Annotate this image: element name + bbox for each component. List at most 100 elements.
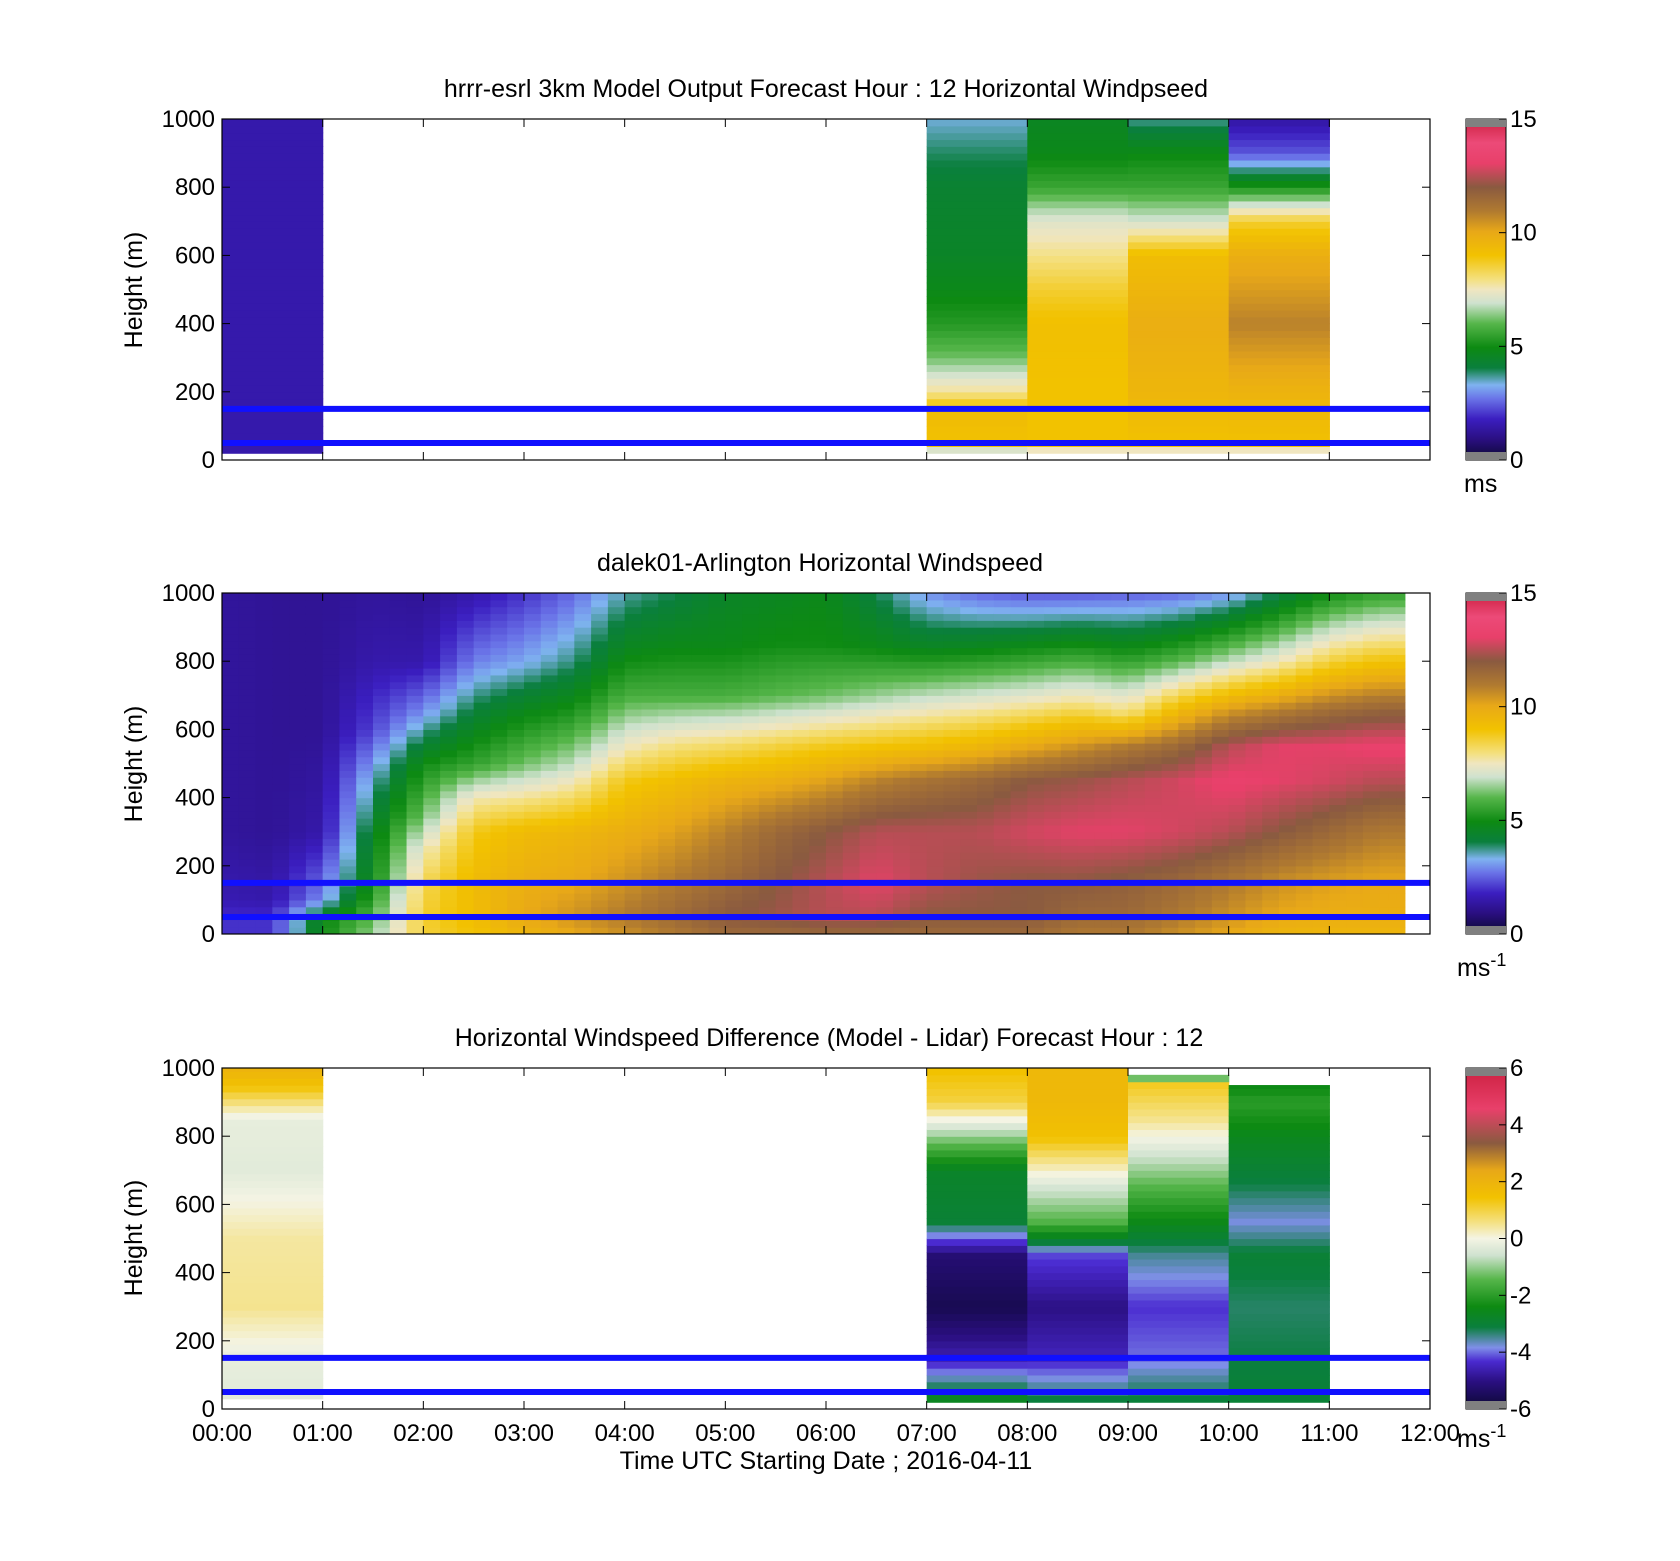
- heatmap-cell: [926, 845, 945, 853]
- heatmap-cell: [289, 681, 307, 690]
- heatmap-cell: [1329, 715, 1347, 724]
- x-tick-label: 02:00: [393, 1420, 453, 1447]
- heatmap-cell: [1128, 1238, 1230, 1246]
- heatmap-cell: [1262, 893, 1280, 901]
- heatmap-cell: [775, 633, 794, 642]
- heatmap-cell: [1027, 1395, 1129, 1403]
- heatmap-cell: [1228, 262, 1330, 270]
- heatmap-cell: [238, 613, 257, 621]
- heatmap-cell: [993, 722, 1012, 730]
- heatmap-cell: [373, 763, 391, 771]
- heatmap-cell: [356, 599, 374, 608]
- heatmap-cell: [1295, 702, 1314, 710]
- heatmap-cell: [1388, 783, 1398, 792]
- heatmap-cell: [691, 688, 710, 696]
- heatmap-cell: [1111, 729, 1129, 737]
- heatmap-cell: [524, 756, 542, 765]
- heatmap-cell: [1346, 756, 1364, 765]
- heatmap-cell: [356, 872, 374, 881]
- heatmap-cell: [658, 627, 676, 635]
- heatmap-cell: [826, 770, 844, 778]
- heatmap-cell: [1362, 715, 1381, 724]
- heatmap-cell: [842, 858, 861, 867]
- heatmap-cell: [641, 681, 659, 690]
- heatmap-cell: [1211, 743, 1230, 751]
- heatmap-cell: [943, 654, 961, 662]
- heatmap-cell: [1178, 824, 1196, 833]
- heatmap-cell: [1060, 708, 1079, 717]
- heatmap-cell: [859, 838, 877, 846]
- heatmap-cell: [658, 899, 676, 908]
- heatmap-cell: [507, 736, 525, 744]
- heatmap-cell: [406, 640, 424, 649]
- heatmap-cell: [1128, 858, 1146, 867]
- heatmap-cell: [725, 640, 743, 649]
- heatmap-cell: [1161, 695, 1179, 703]
- heatmap-cell: [792, 838, 810, 846]
- heatmap-cell: [1094, 824, 1112, 833]
- heatmap-cell: [272, 681, 290, 690]
- heatmap-cell: [691, 783, 710, 792]
- heatmap-cell: [406, 668, 424, 676]
- heatmap-cell: [1379, 763, 1389, 771]
- heatmap-cell: [1111, 845, 1129, 853]
- heatmap-cell: [289, 702, 307, 710]
- heatmap-cell: [1245, 729, 1263, 737]
- heatmap-cell: [926, 1272, 1028, 1281]
- heatmap-cell: [1388, 599, 1398, 608]
- heatmap-cell: [406, 749, 424, 758]
- heatmap-cell: [809, 893, 827, 901]
- heatmap-cell: [1262, 613, 1280, 621]
- heatmap-cell: [658, 620, 676, 628]
- heatmap-cell: [977, 613, 995, 621]
- heatmap-cell: [742, 906, 760, 915]
- heatmap-cell: [1279, 838, 1297, 846]
- heatmap-cell: [222, 200, 324, 209]
- heatmap-cell: [490, 702, 508, 710]
- heatmap-cell: [675, 613, 693, 621]
- heatmap-cell: [926, 804, 945, 812]
- y-tick-label: 1000: [162, 580, 215, 607]
- heatmap-cell: [1262, 927, 1280, 934]
- heatmap-cell: [1245, 770, 1263, 778]
- heatmap-cell: [322, 640, 341, 649]
- heatmap-cell: [305, 927, 324, 934]
- heatmap-cell: [272, 770, 290, 778]
- heatmap-cell: [1228, 344, 1330, 352]
- heatmap-cell: [1195, 756, 1213, 765]
- heatmap-cell: [775, 824, 794, 833]
- heatmap-cell: [1228, 1299, 1330, 1308]
- heatmap-cell: [758, 858, 777, 867]
- heatmap-cell: [909, 702, 928, 710]
- heatmap-cell: [1295, 797, 1314, 806]
- heatmap-cell: [1295, 593, 1314, 601]
- heatmap-cell: [574, 906, 592, 915]
- heatmap-cell: [322, 647, 341, 655]
- heatmap-cell: [1346, 633, 1364, 642]
- heatmap-cell: [725, 838, 743, 846]
- heatmap-cell: [1027, 674, 1045, 683]
- heatmap-cell: [775, 893, 794, 901]
- heatmap-cell: [305, 661, 324, 669]
- heatmap-cell: [658, 613, 676, 621]
- heatmap-cell: [389, 770, 408, 778]
- heatmap-cell: [926, 1115, 1028, 1124]
- heatmap-cell: [1295, 763, 1314, 771]
- heatmap-cell: [339, 736, 357, 744]
- heatmap-cell: [1161, 674, 1179, 683]
- heatmap-cell: [893, 831, 911, 840]
- heatmap-cell: [792, 818, 810, 826]
- heatmap-cell: [758, 708, 777, 717]
- heatmap-cell: [507, 777, 525, 785]
- heatmap-cell: [1228, 139, 1330, 147]
- heatmap-cell: [1211, 654, 1230, 662]
- heatmap-cell: [322, 893, 341, 901]
- heatmap-cell: [775, 906, 794, 915]
- heatmap-cell: [507, 729, 525, 737]
- heatmap-cell: [893, 756, 911, 765]
- heatmap-cell: [389, 729, 408, 737]
- heatmap-cell: [977, 593, 995, 601]
- heatmap-cell: [1027, 661, 1045, 669]
- heatmap-cell: [826, 899, 844, 908]
- heatmap-cell: [1228, 872, 1247, 881]
